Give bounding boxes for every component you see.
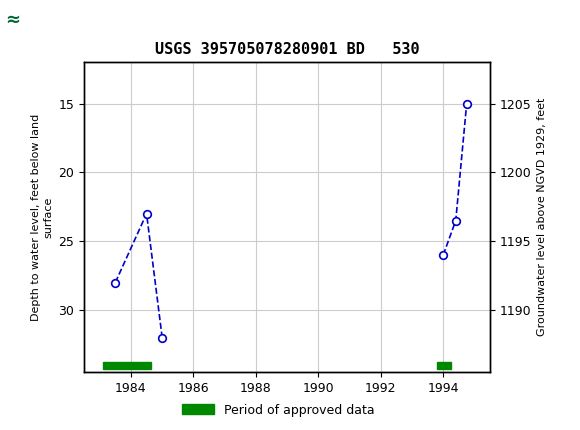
Text: USGS: USGS [61, 11, 116, 29]
Legend: Period of approved data: Period of approved data [177, 399, 379, 421]
Bar [103, 362, 151, 369]
Y-axis label: Groundwater level above NGVD 1929, feet: Groundwater level above NGVD 1929, feet [537, 98, 547, 336]
Title: USGS 395705078280901 BD   530: USGS 395705078280901 BD 530 [155, 42, 419, 57]
Bar [437, 362, 451, 369]
Y-axis label: Depth to water level, feet below land
surface: Depth to water level, feet below land su… [31, 114, 53, 321]
Text: ≈: ≈ [5, 11, 20, 29]
FancyBboxPatch shape [3, 2, 55, 38]
